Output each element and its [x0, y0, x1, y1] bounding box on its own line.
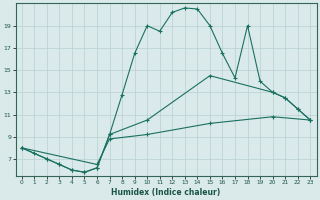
X-axis label: Humidex (Indice chaleur): Humidex (Indice chaleur) — [111, 188, 221, 197]
